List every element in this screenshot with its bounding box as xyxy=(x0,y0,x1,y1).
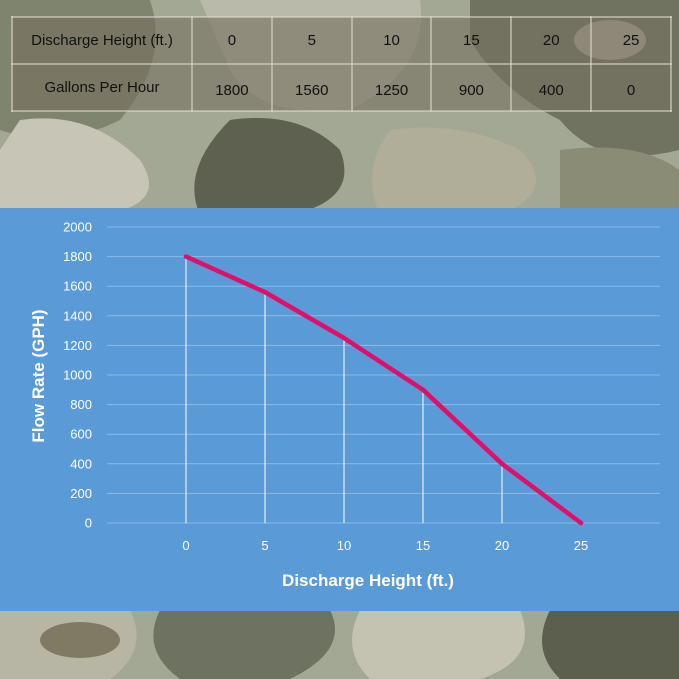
tick-labels: 0 200 400 600 800 1000 1200 1400 1600 1800 2000 0 5 1… xyxy=(63,220,588,554)
y-tick-label: 2000 xyxy=(63,220,92,235)
x-tick-label: 0 xyxy=(182,538,189,553)
flow-cell: 1560 xyxy=(270,63,353,112)
x-axis-title: Discharge Height (ft.) xyxy=(282,571,454,590)
x-tick-label: 25 xyxy=(574,538,588,553)
flow-rate-chart: 0 200 400 600 800 1000 1200 1400 1600 1800 2000 0 5 1… xyxy=(29,220,660,590)
flow-cell: 0 xyxy=(590,63,672,112)
data-point xyxy=(499,461,505,466)
series-line xyxy=(183,254,584,526)
height-cell: 25 xyxy=(590,16,672,65)
y-tick-label: 1400 xyxy=(63,308,92,323)
y-tick-label: 1200 xyxy=(63,338,92,353)
flow-cell: 1800 xyxy=(191,63,273,112)
chart-panel: 0 200 400 600 800 1000 1200 1400 1600 1800 2000 0 5 1… xyxy=(0,208,679,611)
data-point xyxy=(183,254,189,259)
drop-lines xyxy=(185,256,503,523)
flow-cell: 1250 xyxy=(350,63,433,112)
y-tick-label: 1800 xyxy=(63,249,92,264)
x-tick-label: 15 xyxy=(416,538,430,553)
y-tick-label: 1600 xyxy=(63,279,92,294)
height-cell: 0 xyxy=(191,16,273,65)
y-tick-label: 800 xyxy=(70,397,92,412)
data-point xyxy=(420,387,426,392)
y-tick-label: 600 xyxy=(70,427,92,442)
height-cell: 10 xyxy=(350,16,433,65)
height-cell: 20 xyxy=(510,16,593,65)
y-axis-title: Flow Rate (GPH) xyxy=(29,309,48,442)
y-tick-label: 1000 xyxy=(63,368,92,383)
y-tick-label: 200 xyxy=(70,486,92,501)
data-point xyxy=(262,289,268,295)
x-tick-label: 5 xyxy=(261,538,268,553)
height-cell: 5 xyxy=(270,16,353,65)
height-row-header: Discharge Height (ft.) xyxy=(11,16,193,65)
flow-cell: 400 xyxy=(510,63,593,112)
y-tick-label: 400 xyxy=(70,456,92,471)
spec-table: Discharge Height (ft.) 0 5 10 15 20 25 G… xyxy=(11,16,672,112)
data-point xyxy=(341,335,347,341)
y-tick-label: 0 xyxy=(85,516,92,531)
height-cell: 15 xyxy=(430,16,513,65)
grid-lines xyxy=(107,226,660,524)
flow-cell: 900 xyxy=(430,63,513,112)
data-point xyxy=(578,520,584,526)
series-line-group xyxy=(183,254,584,526)
x-tick-label: 10 xyxy=(337,538,351,553)
x-tick-label: 20 xyxy=(495,538,509,553)
table-row-height: Discharge Height (ft.) 0 5 10 15 20 25 xyxy=(11,16,672,65)
table-row-flow: Gallons Per Hour 1800 1560 1250 900 400 … xyxy=(11,63,672,112)
flow-row-header: Gallons Per Hour xyxy=(11,63,193,112)
